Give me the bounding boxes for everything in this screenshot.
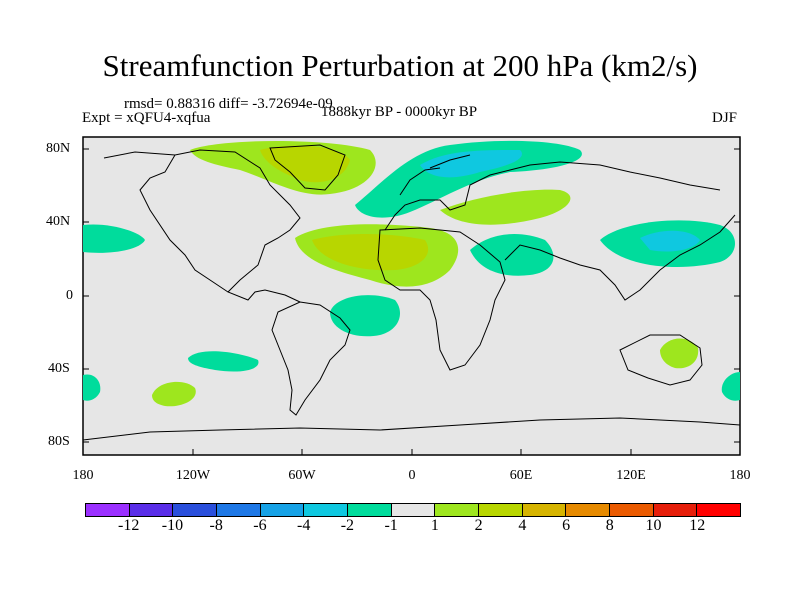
tick-marks <box>83 148 740 455</box>
coast-asia <box>504 214 736 301</box>
anomaly-japan-neg4 <box>640 230 700 252</box>
lon-label-60w: 60W <box>288 468 316 483</box>
anomaly-africa-pos4 <box>312 234 429 271</box>
anomaly-greenland-pos4 <box>260 145 350 183</box>
colorbar-swatch <box>610 504 654 516</box>
colorbar-swatch <box>391 504 436 516</box>
colorbar-labels: -12 -10 -8 -6 -4 -2 -1 1 2 4 6 8 10 12 <box>85 517 741 539</box>
lon-label-60e: 60E <box>509 468 533 483</box>
anomaly-centralasia-pos2 <box>440 189 571 225</box>
colorbar-tick-label: 6 <box>562 517 571 534</box>
anomaly-patches <box>83 140 740 407</box>
colorbar-tick-label: 4 <box>518 517 527 534</box>
season-label: DJF <box>712 110 738 126</box>
coast-south-america <box>271 301 351 416</box>
coast-greenland <box>269 144 346 191</box>
coast-north-america <box>103 149 301 303</box>
lon-label-120w: 120W <box>175 468 211 483</box>
colorbar-tick-label: 8 <box>605 517 614 534</box>
lon-label-180e: 180 <box>729 468 751 483</box>
colorbar-swatch <box>479 504 523 516</box>
colorbar-tick-label: -12 <box>118 517 140 534</box>
chart-title: Streamfunction Perturbation at 200 hPa (… <box>102 48 698 83</box>
colorbar-swatch <box>86 504 130 516</box>
anomaly-southern-right-neg2 <box>721 372 740 401</box>
anomaly-australia-pos2 <box>660 338 699 369</box>
lat-label-80n: 80N <box>46 141 71 156</box>
coast-antarctica <box>82 417 741 441</box>
stats-line: rmsd= 0.88316 diff= -3.72694e-09 <box>124 96 333 112</box>
coastlines <box>82 144 741 441</box>
lon-label-180w: 180 <box>72 468 94 483</box>
colorbar-swatch <box>435 504 480 516</box>
colorbar-swatch <box>653 504 698 516</box>
colorbar-tick-label: -8 <box>209 517 223 534</box>
lon-label-120e: 120E <box>616 468 646 483</box>
anomaly-eurasia-neg2 <box>355 140 582 218</box>
anomaly-arabia-neg2 <box>470 234 554 276</box>
anomaly-sepac-neg2 <box>188 351 259 372</box>
colorbar-tick-label: -1 <box>384 517 398 534</box>
colorbar-swatch <box>348 504 392 516</box>
anomaly-eurasia-neg4 <box>420 150 522 178</box>
colorbar-tick-label: -6 <box>253 517 267 534</box>
lat-label-40s: 40S <box>48 361 70 376</box>
period-label: 1888kyr BP - 0000kyr BP <box>321 104 478 120</box>
colorbar-tick-label: 1 <box>430 517 439 534</box>
colorbar <box>85 503 741 517</box>
colorbar-swatch <box>304 504 349 516</box>
colorbar-swatch <box>173 504 218 516</box>
colorbar-tick-label: -4 <box>296 517 311 534</box>
experiment-label: Expt = xQFU4-xqfua <box>82 110 211 126</box>
colorbar-tick-label: 12 <box>689 517 706 534</box>
lat-label-80s: 80S <box>48 434 70 449</box>
colorbar-tick-label: 10 <box>645 517 662 534</box>
anomaly-epac-neg2 <box>83 224 145 253</box>
colorbar-swatch <box>129 504 174 516</box>
coast-australia <box>619 334 703 386</box>
colorbar-swatch <box>260 504 305 516</box>
colorbar-swatch <box>697 504 741 516</box>
lat-label-40n: 40N <box>46 214 71 229</box>
lon-label-0: 0 <box>408 468 416 483</box>
colorbar-swatch <box>566 504 611 516</box>
anomaly-southern-left-neg2 <box>83 374 101 401</box>
coast-europe <box>384 154 721 231</box>
anomaly-satl-neg2 <box>330 295 400 337</box>
lat-label-0: 0 <box>66 288 73 303</box>
anomaly-spac-pos2 <box>152 381 196 407</box>
colorbar-swatch <box>522 504 567 516</box>
coast-africa <box>377 227 506 371</box>
colorbar-tick-label: -10 <box>161 517 184 534</box>
colorbar-tick-label: -2 <box>340 517 355 534</box>
colorbar-swatch <box>217 504 261 516</box>
colorbar-tick-label: 2 <box>474 517 483 534</box>
